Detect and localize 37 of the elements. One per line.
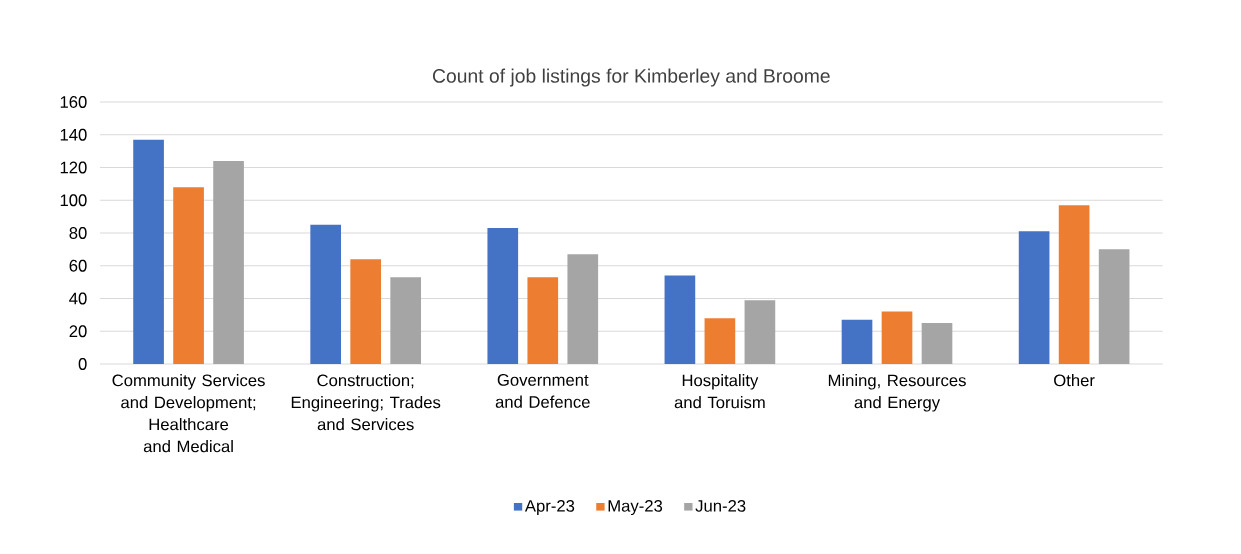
bar (881, 311, 913, 364)
bar (173, 187, 204, 364)
y-tick-label: 120 (60, 161, 87, 174)
bar (1018, 231, 1050, 364)
legend-label: May-23 (608, 499, 663, 516)
bar (350, 259, 381, 364)
legend-label: Jun-23 (695, 499, 746, 512)
y-tick-label: 140 (60, 128, 87, 141)
y-tick-label: 160 (60, 96, 87, 108)
bar (921, 323, 953, 364)
bar (1058, 205, 1090, 364)
bar (1098, 249, 1130, 364)
bar (664, 275, 696, 364)
x-tick-label: Mining, Resources and Energy (828, 374, 966, 412)
bar (133, 139, 164, 364)
bar (744, 300, 776, 364)
bar (841, 319, 873, 364)
y-tick-label: 100 (60, 194, 87, 207)
bar (390, 277, 422, 364)
bar (567, 254, 599, 364)
bar (487, 228, 519, 364)
y-tick-label: 0 (78, 358, 87, 370)
x-tick-label: Other (1054, 374, 1095, 387)
x-tick-label: Hospitality and Toruism (674, 374, 765, 409)
x-tick-label: Construction; Engineering; Trades and Services (291, 374, 441, 431)
y-tick-label: 80 (69, 227, 87, 239)
y-tick-label: 60 (69, 259, 87, 272)
chart-title: Count of job listings for Kimberley and Broome (432, 68, 830, 87)
x-tick-label: Community Services and Development; Healthcare and Medical (112, 374, 265, 453)
bar (213, 160, 244, 364)
bar (310, 224, 342, 364)
bar (527, 277, 559, 364)
legend-label: Apr-23 (524, 499, 575, 516)
y-tick-label: 40 (69, 292, 87, 305)
bar (704, 318, 736, 364)
y-tick-label: 20 (69, 325, 87, 338)
x-tick-label: Government and Defence (495, 374, 590, 408)
